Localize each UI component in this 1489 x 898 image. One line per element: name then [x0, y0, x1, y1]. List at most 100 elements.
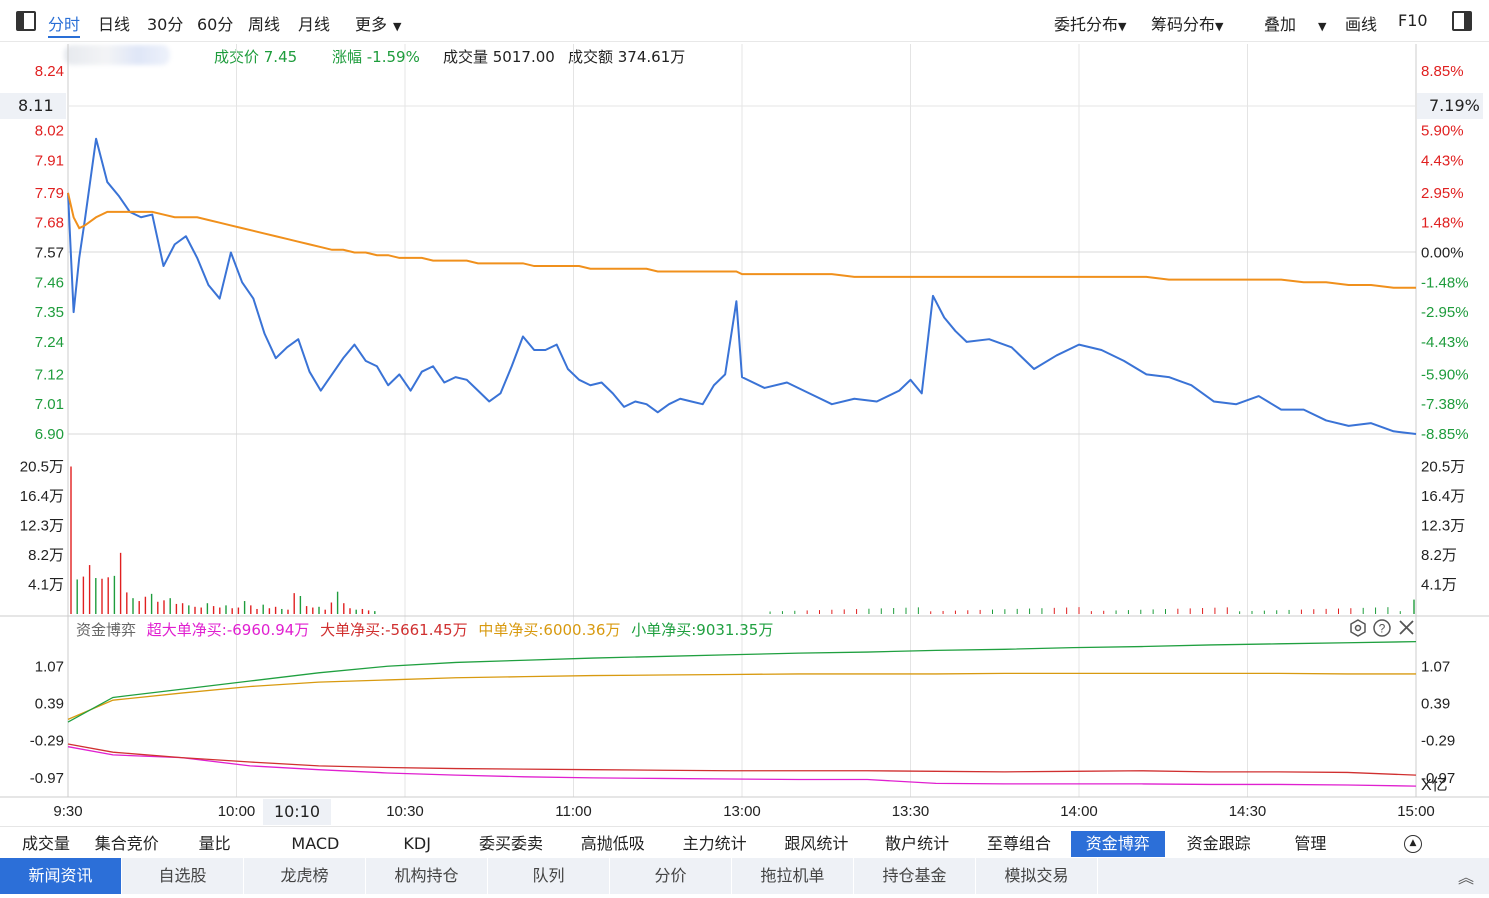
chart-grid	[0, 44, 1489, 798]
axis-labels: 8.24 8.02 7.91 7.79 7.68 7.57 7.46 7.35 7.24 7.12…	[20, 63, 1469, 820]
info-tab[interactable]: 自选股	[122, 858, 244, 894]
indicator-tab[interactable]: 资金博弈	[1070, 831, 1165, 857]
cursor-time-badge: 10:10	[263, 799, 331, 825]
stock-name-blurred	[64, 45, 170, 65]
time-tick-label: 13:30	[892, 803, 930, 820]
info-tab[interactable]: 模拟交易	[976, 858, 1098, 894]
indicator-tab[interactable]: 成交量	[21, 834, 70, 853]
volume-tick-label: 20.5万	[20, 459, 64, 476]
info-tab[interactable]: 机构持仓	[366, 858, 488, 894]
fund-flow-lines	[67, 640, 1417, 787]
indicator-tab[interactable]: 量比	[198, 834, 231, 853]
time-tick-label: 9:30	[53, 803, 82, 820]
indicator-tab[interactable]: 高抛低吸	[580, 834, 645, 853]
help-icon[interactable]: ?	[1373, 619, 1391, 637]
info-tab[interactable]: 新闻资讯	[0, 858, 122, 894]
indicator-tab[interactable]: 主力统计	[682, 834, 747, 853]
order-distribution-label: 委托分布	[1054, 15, 1119, 34]
collapse-up-icon[interactable]: ▲	[1404, 835, 1422, 853]
pct-tick-label: 8.85%	[1421, 63, 1464, 80]
medium-net-buy: 中单净买:6000.36万	[478, 621, 621, 639]
price-tick-label: 8.02	[35, 123, 64, 140]
indicator-tab[interactable]: 委买委卖	[478, 834, 543, 853]
volume-tick-label: 16.4万	[1421, 488, 1465, 505]
indicator-tab[interactable]: MACD	[291, 834, 340, 853]
fund-tick-label: -0.97	[1421, 770, 1455, 787]
amount-value: 成交额 374.61万	[568, 48, 686, 66]
settings-icon[interactable]	[1350, 619, 1366, 637]
price-tick-label: 6.90	[35, 426, 64, 443]
overlay-dropdown[interactable]: 叠加 ▼	[1264, 11, 1326, 35]
panel-toggle-icon[interactable]	[1452, 11, 1472, 31]
close-icon[interactable]	[1399, 620, 1414, 635]
pct-tick-label: 4.43%	[1421, 152, 1464, 169]
chip-distribution-dropdown[interactable]: 筹码分布▼	[1151, 11, 1223, 35]
tab-daily[interactable]: 日线	[98, 15, 131, 34]
fund-tick-label: 1.07	[35, 658, 64, 675]
caret-down-icon: ▼	[1318, 20, 1327, 33]
indicator-tab[interactable]: 至尊组合	[986, 834, 1051, 853]
time-tick-label: 10:30	[386, 803, 424, 820]
tab-monthly[interactable]: 月线	[298, 15, 331, 34]
cursor-price-badge: 8.11	[0, 93, 66, 119]
super-net-buy: 超大单净买:-6960.94万	[146, 621, 310, 639]
volume-tick-label: 4.1万	[1421, 577, 1457, 594]
indicator-tab[interactable]: 集合竞价	[94, 834, 159, 853]
f10-button[interactable]: F10	[1398, 11, 1428, 30]
caret-down-icon: ▼	[1215, 20, 1224, 33]
caret-down-icon: ▼	[393, 20, 402, 33]
price-tick-label: 7.12	[35, 366, 64, 383]
time-tick-label: 15:00	[1397, 803, 1435, 820]
info-tab[interactable]: 拖拉机单	[732, 858, 854, 894]
more-dropdown[interactable]: 更多 ▼	[355, 11, 401, 35]
fund-panel-title: 资金博弈	[76, 621, 137, 639]
price-tick-label: 7.01	[35, 396, 64, 413]
pct-tick-label: -4.43%	[1421, 334, 1469, 351]
volume-tick-label: 16.4万	[20, 488, 64, 505]
order-distribution-dropdown[interactable]: 委托分布▼	[1054, 11, 1126, 35]
volume-tick-label: 20.5万	[1421, 459, 1465, 476]
info-tab[interactable]: 队列	[488, 858, 610, 894]
time-tick-label: 11:00	[555, 803, 591, 820]
fund-line-super	[67, 746, 1417, 787]
fund-unit-label: X亿	[1421, 776, 1448, 794]
more-label: 更多	[355, 15, 388, 34]
info-tab[interactable]: 龙虎榜	[244, 858, 366, 894]
indicator-tab[interactable]: 管理	[1294, 834, 1327, 853]
indicator-tab[interactable]: 散户统计	[885, 834, 950, 853]
tab-intraday[interactable]: 分时	[48, 11, 81, 38]
indicator-tab-bar: 成交量 集合竞价 量比 MACD KDJ 委买委卖 高抛低吸 主力统计 跟风统计 散户统计 至尊组合…	[0, 826, 1489, 858]
tab-30min[interactable]: 30分	[147, 15, 184, 34]
draw-button[interactable]: 画线	[1345, 15, 1378, 34]
sidebar-toggle-icon[interactable]	[16, 11, 36, 31]
indicator-tab[interactable]: KDJ	[403, 834, 431, 853]
indicator-tab[interactable]: 跟风统计	[784, 834, 849, 853]
price-tick-label: 7.35	[35, 304, 64, 321]
fund-line-small	[67, 640, 1417, 723]
info-tab[interactable]: 持仓基金	[854, 858, 976, 894]
tab-60min[interactable]: 60分	[197, 15, 234, 34]
indicator-tab[interactable]: 资金跟踪	[1186, 834, 1251, 853]
pct-tick-label: -7.38%	[1421, 396, 1469, 413]
pct-tick-label: 0.00%	[1421, 245, 1464, 262]
fund-tick-label: -0.97	[30, 770, 64, 787]
cursor-pct-badge: 7.19%	[1417, 93, 1483, 119]
fund-tick-label: 1.07	[1421, 658, 1450, 675]
chip-distribution-label: 筹码分布	[1151, 15, 1216, 34]
pct-tick-label: 1.48%	[1421, 215, 1464, 232]
caret-down-icon: ▼	[1118, 20, 1127, 33]
pct-tick-label: -8.85%	[1421, 426, 1469, 443]
tab-weekly[interactable]: 周线	[248, 15, 281, 34]
fund-tick-label: 0.39	[1421, 695, 1450, 712]
expand-panel-icon[interactable]: ︽	[1458, 868, 1475, 887]
fund-line-medium	[67, 672, 1416, 720]
volume-tick-label: 12.3万	[1421, 518, 1465, 535]
volume-bars	[70, 466, 1415, 614]
volume-tick-label: 12.3万	[20, 518, 64, 535]
chart-toolbar: 分时 日线 30分 60分 周线 月线 更多 ▼ 委托分布▼ 筹码分布▼ 叠加 ▼ …	[0, 0, 1489, 42]
time-tick-label: 13:00	[723, 803, 761, 820]
info-tab[interactable]: 分价	[610, 858, 732, 894]
time-tick-label: 14:00	[1060, 803, 1098, 820]
volume-tick-label: 8.2万	[28, 547, 64, 564]
